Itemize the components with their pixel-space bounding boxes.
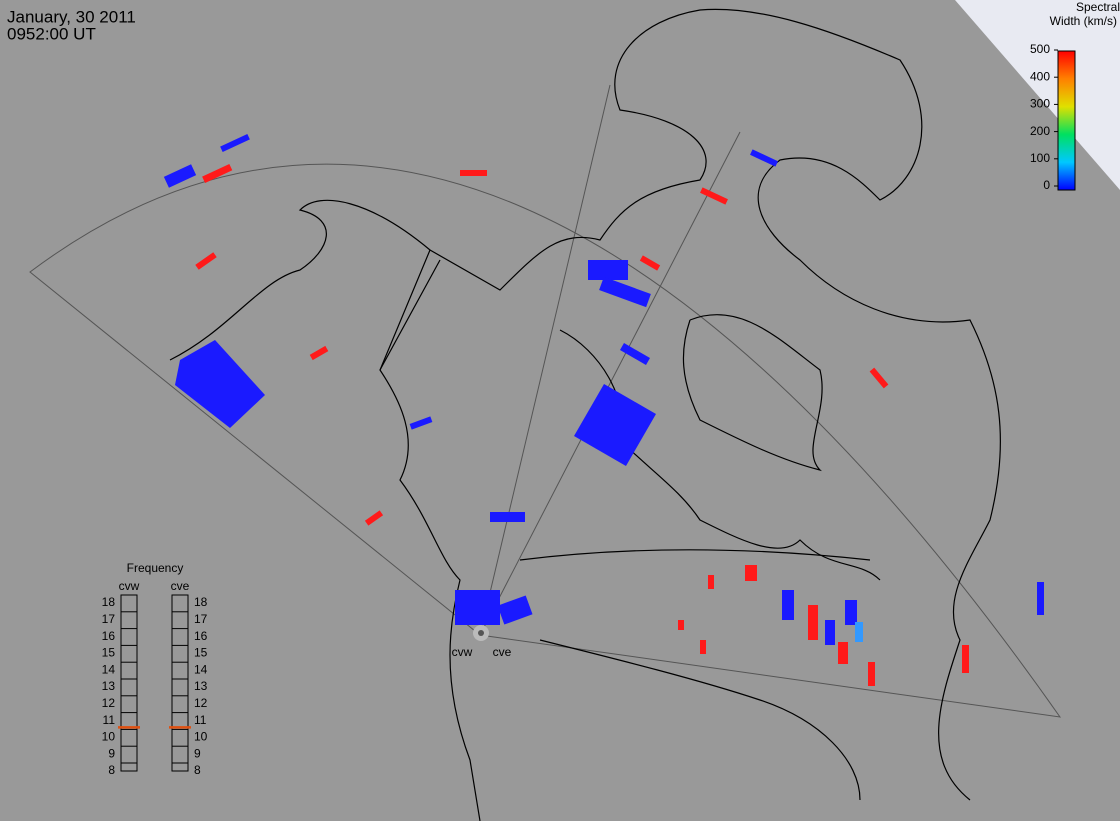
frequency-tick-label: 14 [102, 662, 116, 676]
frequency-tick-label: 11 [194, 713, 207, 727]
radar-name: cve [171, 579, 190, 593]
frequency-tick-label: 10 [194, 730, 208, 744]
frequency-tick-label: 10 [102, 730, 116, 744]
frequency-tick-label: 15 [102, 646, 116, 660]
frequency-title: Frequency [127, 561, 184, 575]
colorbar-tick-label: 400 [1030, 69, 1050, 83]
off-map-corner [955, 0, 1120, 190]
frequency-tick-label: 15 [194, 646, 208, 660]
frequency-tick-label: 9 [108, 746, 115, 760]
frequency-tick-label: 18 [194, 595, 208, 609]
frequency-tick-label: 11 [103, 713, 116, 727]
colorbar-tick-label: 300 [1030, 97, 1050, 111]
station-label: cvw [452, 645, 473, 659]
beam-lines [479, 84, 741, 636]
colorbar-title: Spectral [1076, 0, 1120, 14]
date: January, 30 2011 [7, 7, 136, 26]
time: 0952:00 UT [7, 24, 96, 43]
colorbar-title: Width (km/s) [1050, 14, 1117, 28]
frequency-tick-label: 12 [194, 696, 208, 710]
frequency-tick-label: 18 [102, 595, 116, 609]
frequency-tick-label: 17 [102, 612, 116, 626]
station-label: cve [493, 645, 512, 659]
frequency-tick-label: 13 [102, 679, 116, 693]
frequency-tick-label: 9 [194, 746, 201, 760]
echoes [163, 133, 1044, 686]
colorbar-tick-label: 200 [1030, 124, 1050, 138]
frequency-tick-label: 13 [194, 679, 208, 693]
frequency-tick-label: 14 [194, 662, 208, 676]
frequency-tick-label: 8 [108, 763, 115, 777]
frequency-tick-label: 12 [102, 696, 116, 710]
radar-name: cvw [119, 579, 140, 593]
frequency-tick-label: 17 [194, 612, 208, 626]
frequency-tick-label: 8 [194, 763, 201, 777]
colorbar-tick-label: 500 [1030, 42, 1050, 56]
frequency-tick-label: 16 [102, 629, 116, 643]
colorbar-tick-label: 100 [1030, 151, 1050, 165]
colorbar [1057, 50, 1076, 191]
fan-outline [29, 163, 1062, 718]
frequency-tick-label: 16 [194, 629, 208, 643]
station-marker [478, 630, 484, 636]
colorbar-tick-label: 0 [1043, 178, 1050, 192]
